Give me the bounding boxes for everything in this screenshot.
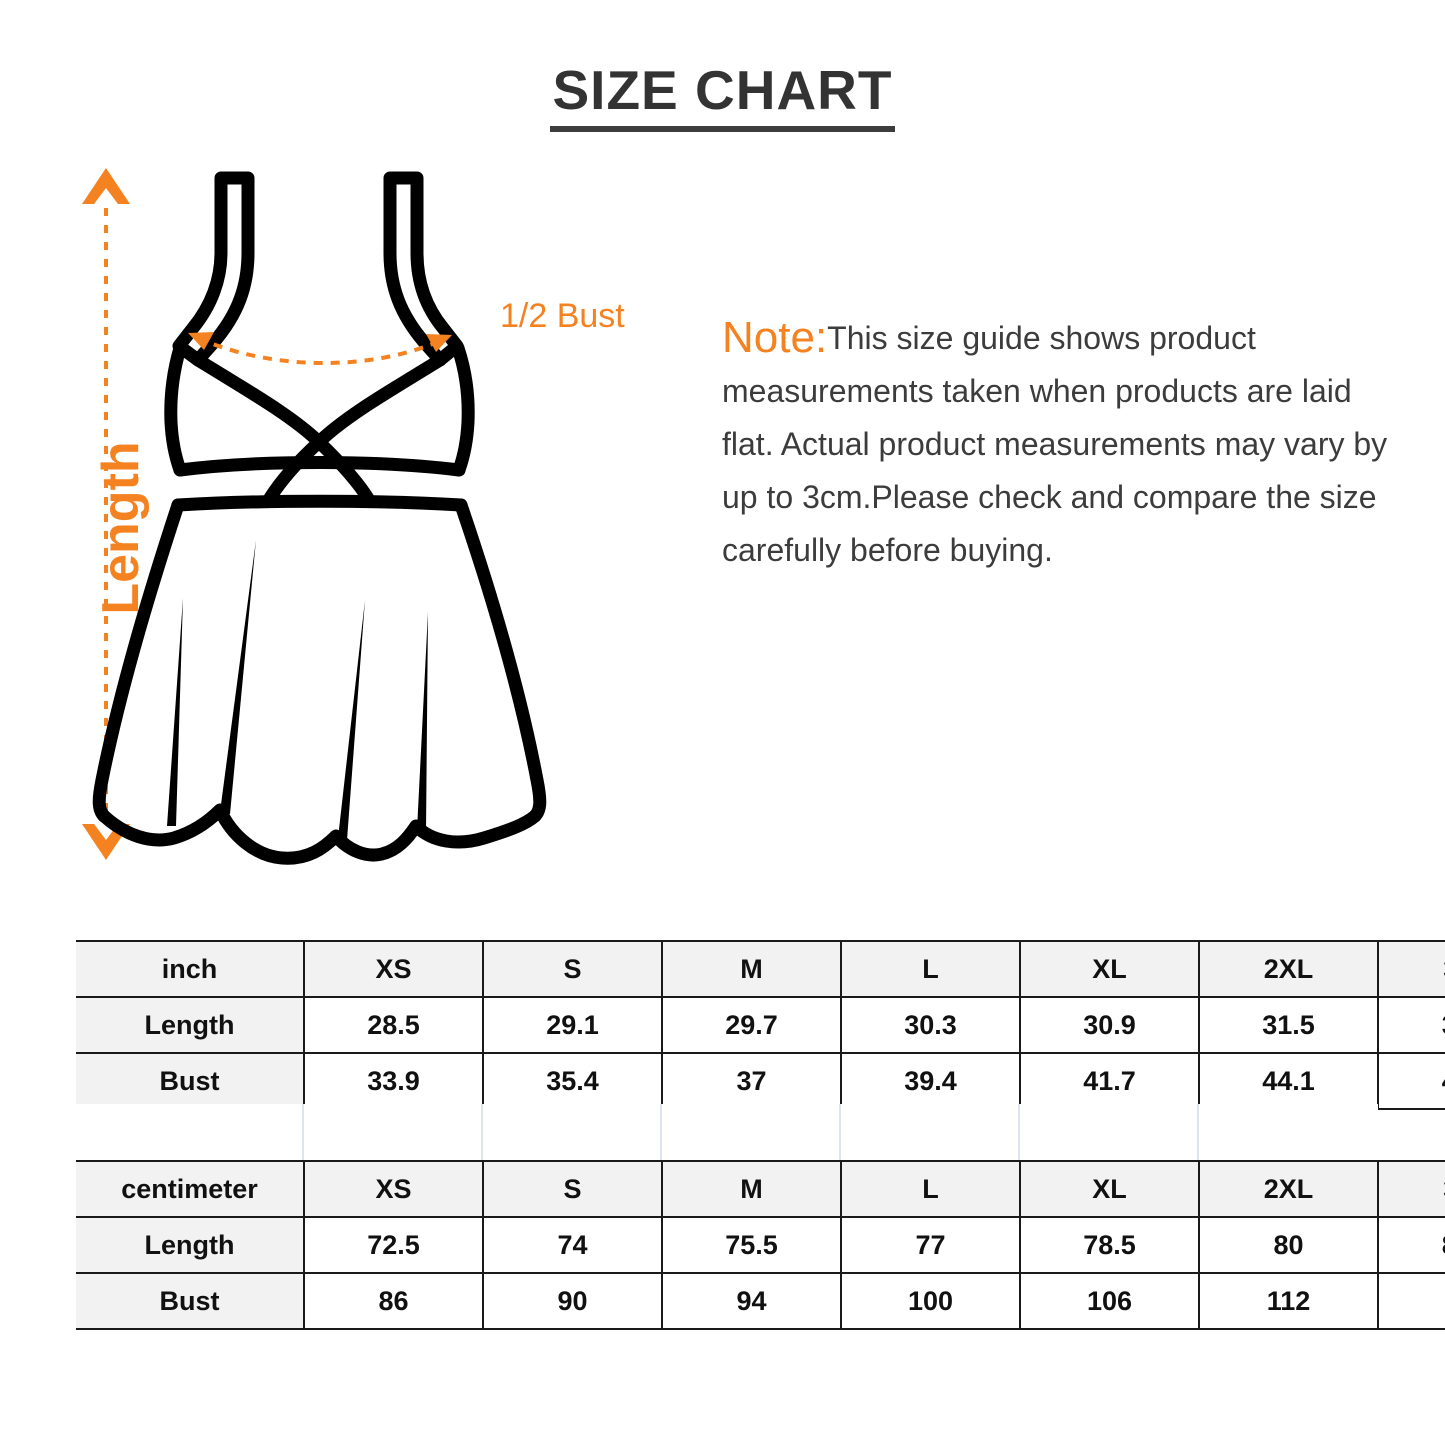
unit-header-inch: inch [76, 940, 305, 998]
cell-cm-length-m: 75.5 [661, 1216, 842, 1274]
gridline [839, 1104, 841, 1160]
size-table-centimeter: centimeter XS S M L XL 2XL 3XL Length 72… [76, 1160, 1445, 1330]
row-label-bust: Bust [76, 1052, 305, 1110]
note-label: Note: [722, 313, 828, 362]
bust-measure-guide [188, 332, 452, 366]
skirt-hem [97, 803, 542, 865]
cell-inch-length-s: 29.1 [482, 996, 663, 1054]
title-underline [550, 125, 895, 132]
size-header-2xl: 2XL [1198, 940, 1379, 998]
cell-inch-length-xl: 30.9 [1019, 996, 1200, 1054]
length-arrow-up-icon [82, 168, 130, 204]
note-body: This size guide shows product measuremen… [722, 320, 1388, 568]
table-row: Bust 86 90 94 100 106 112 118 [76, 1272, 1445, 1330]
cell-cm-length-3xl: 81.5 [1377, 1216, 1445, 1274]
size-header-3xl: 3XL [1377, 1160, 1445, 1218]
gridline [481, 1104, 483, 1160]
cell-inch-bust-m: 37 [661, 1052, 842, 1110]
cell-inch-bust-xs: 33.9 [303, 1052, 484, 1110]
note-block: Note:This size guide shows product measu… [722, 312, 1394, 577]
cell-inch-length-l: 30.3 [840, 996, 1021, 1054]
cell-inch-bust-xl: 41.7 [1019, 1052, 1200, 1110]
bust-label: 1/2 Bust [500, 297, 625, 335]
size-header-s: S [482, 1160, 663, 1218]
table-header-row: inch XS S M L XL 2XL 3XL [76, 940, 1445, 998]
bust-arrow-right-icon [426, 334, 452, 352]
gridline [1197, 1104, 1199, 1160]
size-header-xs: XS [303, 1160, 484, 1218]
cell-cm-bust-3xl: 118 [1377, 1272, 1445, 1330]
cell-inch-bust-s: 35.4 [482, 1052, 663, 1110]
cell-cm-bust-s: 90 [482, 1272, 663, 1330]
gridline [1018, 1104, 1020, 1160]
size-header-xs: XS [303, 940, 484, 998]
cell-inch-length-m: 29.7 [661, 996, 842, 1054]
cell-cm-length-xs: 72.5 [303, 1216, 484, 1274]
cell-cm-length-xl: 78.5 [1019, 1216, 1200, 1274]
size-header-l: L [840, 1160, 1021, 1218]
table-gap [76, 1104, 1378, 1160]
size-header-m: M [661, 1160, 842, 1218]
note-paragraph: Note:This size guide shows product measu… [722, 312, 1394, 577]
vneck-right-panel [263, 353, 447, 505]
dress-outline [92, 171, 547, 865]
right-strap [383, 171, 464, 367]
row-label-length: Length [76, 1216, 305, 1274]
vneck-left-panel [191, 353, 376, 507]
cell-inch-length-3xl: 32.1 [1377, 996, 1445, 1054]
title-block: SIZE CHART [0, 59, 1445, 132]
row-label-length: Length [76, 996, 305, 1054]
cell-cm-bust-l: 100 [840, 1272, 1021, 1330]
size-header-3xl: 3XL [1377, 940, 1445, 998]
length-label: Length [92, 441, 150, 614]
cell-inch-bust-2xl: 44.1 [1198, 1052, 1379, 1110]
skirt-pleats [167, 540, 428, 840]
size-header-xl: XL [1019, 1160, 1200, 1218]
gridline [660, 1104, 662, 1160]
bust-arrow-left-icon [188, 332, 214, 350]
unit-header-centimeter: centimeter [76, 1160, 305, 1218]
waistband-top [173, 456, 466, 477]
cell-cm-bust-xs: 86 [303, 1272, 484, 1330]
table-row: Length 72.5 74 75.5 77 78.5 80 81.5 [76, 1216, 1445, 1274]
gridline [302, 1104, 304, 1160]
cell-inch-length-2xl: 31.5 [1198, 996, 1379, 1054]
pleat-2 [220, 540, 256, 814]
cell-inch-length-xs: 28.5 [303, 996, 484, 1054]
cell-cm-length-s: 74 [482, 1216, 663, 1274]
cell-cm-bust-xl: 106 [1019, 1272, 1200, 1330]
bodice-left-edge [164, 341, 187, 477]
size-header-s: S [482, 940, 663, 998]
cell-cm-bust-2xl: 112 [1198, 1272, 1379, 1330]
skirt-left-edge [92, 498, 185, 823]
page-title: SIZE CHART [552, 59, 893, 121]
size-header-m: M [661, 940, 842, 998]
pleat-4 [417, 612, 428, 832]
size-table-inch: inch XS S M L XL 2XL 3XL Length 28.5 29.… [76, 940, 1445, 1110]
size-header-l: L [840, 940, 1021, 998]
cell-cm-bust-m: 94 [661, 1272, 842, 1330]
size-header-xl: XL [1019, 940, 1200, 998]
garment-illustration: Length 1/2 Bust [70, 160, 630, 880]
table-row: Length 28.5 29.1 29.7 30.3 30.9 31.5 32.… [76, 996, 1445, 1054]
table-row: Bust 33.9 35.4 37 39.4 41.7 44.1 46.5 [76, 1052, 1445, 1110]
size-header-2xl: 2XL [1198, 1160, 1379, 1218]
table-header-row: centimeter XS S M L XL 2XL 3XL [76, 1160, 1445, 1218]
cell-cm-length-2xl: 80 [1198, 1216, 1379, 1274]
pleat-3 [338, 600, 365, 840]
skirt-right-edge [454, 498, 547, 823]
cell-inch-bust-3xl: 46.5 [1377, 1052, 1445, 1110]
bodice-right-edge [451, 341, 475, 477]
waistband-bottom [171, 494, 468, 512]
pleat-1 [167, 598, 183, 826]
cell-cm-length-l: 77 [840, 1216, 1021, 1274]
row-label-bust: Bust [76, 1272, 305, 1330]
bust-dashed-arc [197, 336, 443, 366]
cell-inch-bust-l: 39.4 [840, 1052, 1021, 1110]
